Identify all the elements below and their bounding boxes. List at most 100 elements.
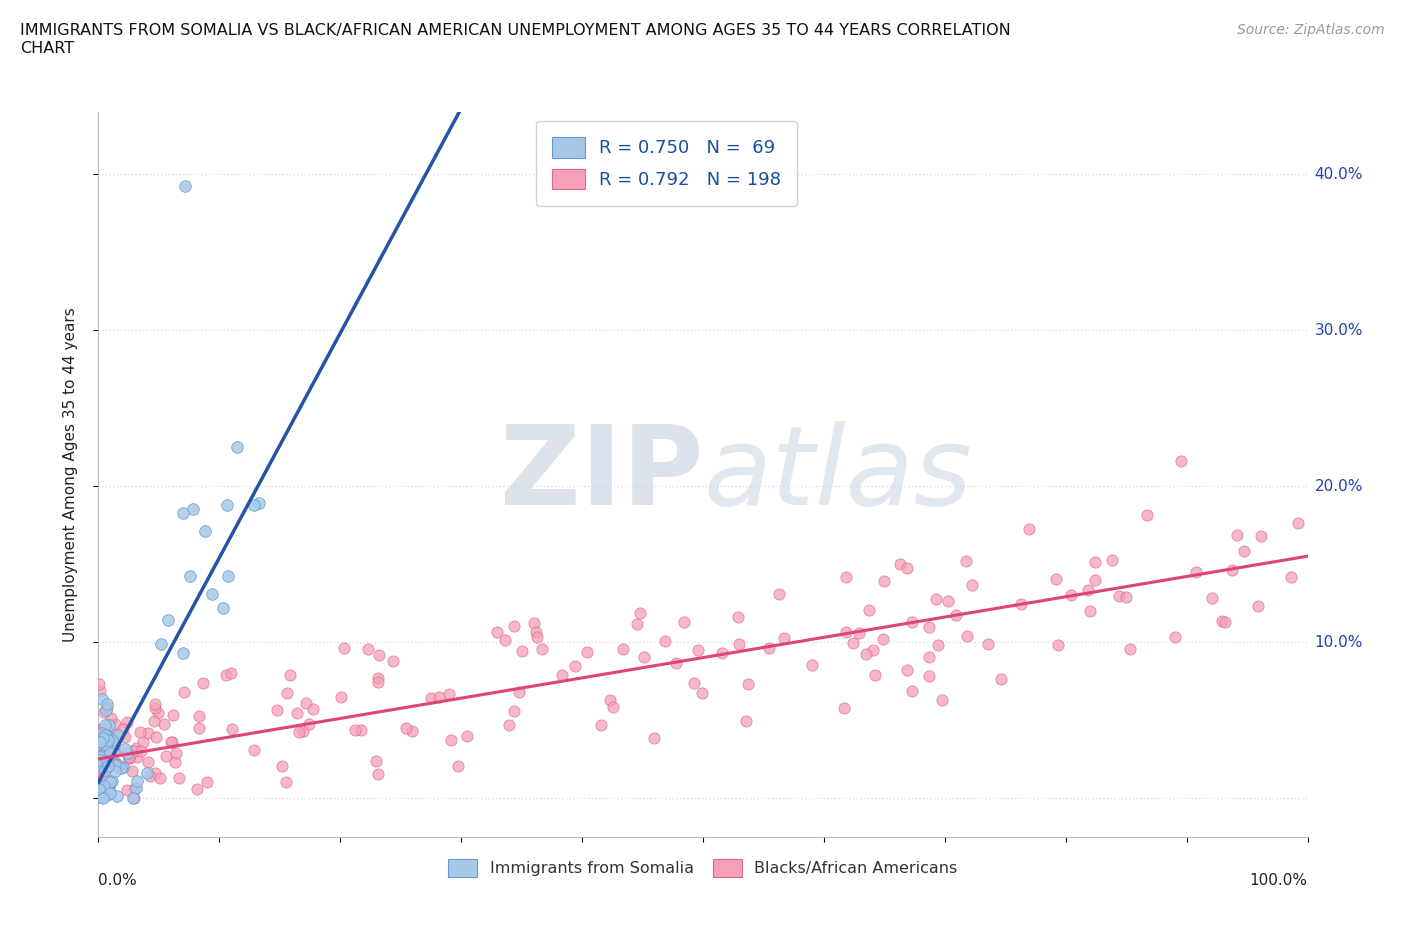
Point xyxy=(1101,552,1123,567)
Point xyxy=(219,666,242,681)
Point xyxy=(672,615,695,630)
Point xyxy=(1077,582,1099,597)
Point xyxy=(291,724,314,739)
Text: 30.0%: 30.0% xyxy=(1315,323,1362,338)
Point xyxy=(990,671,1012,686)
Point xyxy=(103,736,125,751)
Point xyxy=(91,730,114,745)
Point xyxy=(172,646,194,661)
Point xyxy=(626,617,648,631)
Point xyxy=(87,751,110,766)
Point xyxy=(1233,543,1256,558)
Point xyxy=(103,726,125,741)
Point xyxy=(125,774,148,789)
Point xyxy=(104,717,127,732)
Point xyxy=(94,780,117,795)
Point xyxy=(832,700,855,715)
Point xyxy=(401,724,423,738)
Point xyxy=(100,733,122,748)
Point xyxy=(91,722,114,737)
Point xyxy=(115,746,138,761)
Point xyxy=(104,755,127,770)
Point xyxy=(96,733,118,748)
Point xyxy=(1046,638,1069,653)
Y-axis label: Unemployment Among Ages 35 to 44 years: Unemployment Among Ages 35 to 44 years xyxy=(63,307,77,642)
Point xyxy=(382,654,405,669)
Point xyxy=(945,607,967,622)
Point xyxy=(800,658,823,672)
Point xyxy=(162,707,184,722)
Point xyxy=(187,721,209,736)
Point xyxy=(524,625,547,640)
Point xyxy=(215,668,238,683)
Point xyxy=(121,764,143,778)
Point xyxy=(486,625,509,640)
Point xyxy=(100,711,122,726)
Point xyxy=(612,642,634,657)
Point xyxy=(165,746,187,761)
Point xyxy=(94,763,117,777)
Point xyxy=(89,684,111,698)
Point xyxy=(1211,614,1233,629)
Point xyxy=(367,674,389,689)
Point xyxy=(628,605,651,620)
Point xyxy=(530,642,553,657)
Point xyxy=(768,587,790,602)
Point xyxy=(960,578,983,592)
Point xyxy=(101,774,124,789)
Point xyxy=(89,760,111,775)
Point xyxy=(1119,642,1142,657)
Point xyxy=(104,758,127,773)
Text: 0.0%: 0.0% xyxy=(98,873,138,888)
Point xyxy=(97,733,120,748)
Point xyxy=(125,741,148,756)
Point xyxy=(938,593,960,608)
Point xyxy=(98,746,121,761)
Point xyxy=(633,649,655,664)
Point xyxy=(89,676,111,691)
Point xyxy=(498,718,520,733)
Point xyxy=(96,753,118,768)
Point xyxy=(101,736,124,751)
Legend: Immigrants from Somalia, Blacks/African Americans: Immigrants from Somalia, Blacks/African … xyxy=(441,852,965,883)
Text: Source: ZipAtlas.com: Source: ZipAtlas.com xyxy=(1237,23,1385,37)
Point xyxy=(955,554,977,569)
Point xyxy=(89,739,111,754)
Point xyxy=(1084,554,1107,569)
Point xyxy=(194,524,217,538)
Point xyxy=(89,752,111,767)
Point xyxy=(510,643,533,658)
Point xyxy=(243,498,266,512)
Point xyxy=(367,671,389,685)
Point xyxy=(889,556,911,571)
Point xyxy=(98,734,121,749)
Point xyxy=(97,735,120,750)
Point xyxy=(98,717,121,732)
Point xyxy=(89,735,111,750)
Point xyxy=(145,729,167,744)
Point xyxy=(91,790,114,805)
Point xyxy=(1084,573,1107,588)
Point xyxy=(1010,596,1032,611)
Point xyxy=(114,742,136,757)
Text: 40.0%: 40.0% xyxy=(1315,166,1362,181)
Point xyxy=(1170,453,1192,468)
Point xyxy=(98,749,121,764)
Point xyxy=(98,775,121,790)
Point xyxy=(132,735,155,750)
Point xyxy=(89,757,111,772)
Point xyxy=(191,676,214,691)
Point xyxy=(89,779,111,794)
Point xyxy=(589,717,612,732)
Point xyxy=(122,790,145,805)
Point xyxy=(918,620,941,635)
Point xyxy=(101,738,124,753)
Point xyxy=(91,731,114,746)
Point xyxy=(90,750,112,764)
Point xyxy=(918,649,941,664)
Point xyxy=(266,702,288,717)
Point xyxy=(896,662,918,677)
Point xyxy=(122,744,145,759)
Point xyxy=(118,751,141,765)
Point xyxy=(101,733,124,748)
